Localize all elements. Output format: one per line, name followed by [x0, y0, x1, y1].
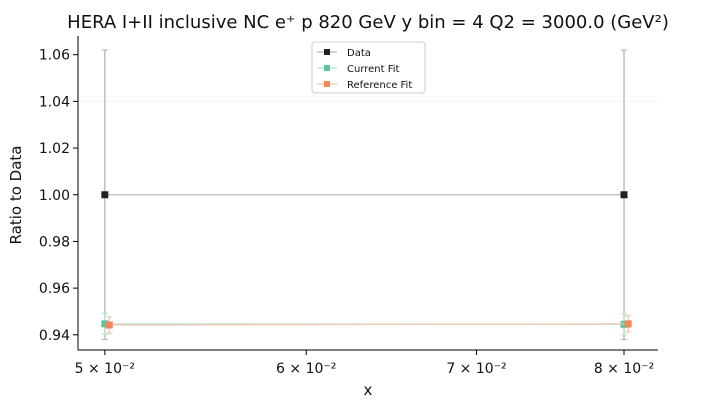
legend-label: Current Fit: [347, 64, 400, 75]
y-axis-label: Ratio to Data: [7, 146, 25, 245]
legend-label: Data: [347, 48, 371, 59]
y-tick-label: 0.94: [39, 328, 70, 344]
x-tick-label: 7 × 10⁻²: [446, 361, 506, 377]
y-tick-label: 1.06: [39, 48, 70, 64]
x-tick-label: 8 × 10⁻²: [594, 361, 654, 377]
ticks: 0.94 0.96 0.98 1.00 1.02 1.04 1.06 5 × 10⁻² 6 × …: [39, 48, 654, 377]
x-tick-label: 5 × 10⁻²: [75, 361, 135, 377]
legend-marker: [324, 65, 330, 71]
y-tick-label: 1.04: [39, 94, 70, 110]
chart-title: HERA I+II inclusive NC e⁺ p 820 GeV y bi…: [67, 12, 669, 33]
legend: Data Current Fit Reference Fit: [312, 42, 425, 93]
legend-marker: [324, 81, 330, 87]
series-3: [106, 316, 632, 334]
legend-label: Reference Fit: [347, 80, 412, 91]
y-tick-label: 1.02: [39, 141, 70, 157]
data-point: [106, 322, 113, 329]
x-tick-label: 6 × 10⁻²: [276, 361, 336, 377]
data-point: [101, 191, 108, 198]
y-tick-label: 1.00: [39, 188, 70, 204]
data-point: [625, 320, 632, 327]
legend-marker: [324, 49, 330, 55]
data-point: [621, 191, 628, 198]
y-tick-label: 0.98: [39, 234, 70, 250]
y-tick-label: 0.96: [39, 281, 70, 297]
x-axis-label: x: [364, 381, 373, 399]
